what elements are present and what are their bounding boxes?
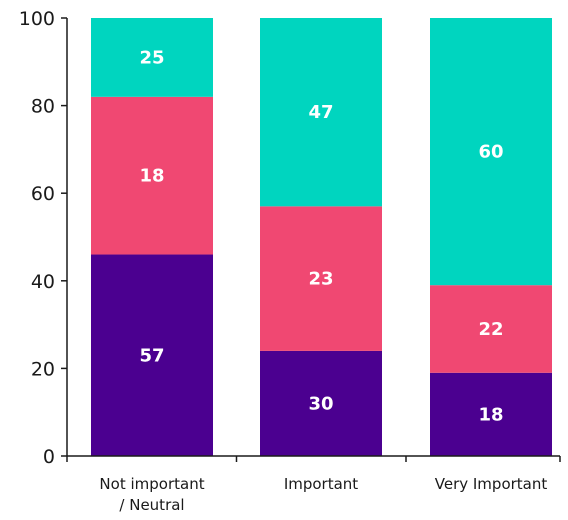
category-label-line: / Neutral	[119, 496, 184, 514]
y-tick-label-0: 0	[43, 446, 55, 468]
y-tick-label-60: 60	[31, 183, 55, 205]
data-label-0-0: 57	[139, 345, 164, 366]
data-label-2-1: 22	[478, 319, 503, 340]
bar-segment-0-1	[91, 96, 213, 255]
axes-group	[61, 17, 561, 462]
category-label-0: Not important / Neutral	[99, 475, 204, 514]
category-label-line: Important	[284, 475, 358, 493]
category-label-line: Very Important	[435, 475, 548, 493]
labels-group: 57 30 18 18 23 22 25 47 60 0 20 40 60 80 100 Not import…	[19, 8, 548, 514]
data-label-0-2: 25	[139, 47, 164, 68]
data-label-1-1: 23	[308, 269, 333, 290]
bar-segment-2-1	[430, 285, 552, 373]
bar-segment-1-2	[260, 18, 382, 207]
y-tick-label-40: 40	[31, 271, 55, 293]
category-label-1: Important	[284, 475, 358, 493]
bar-segment-2-2	[430, 18, 552, 286]
y-tick-label-100: 100	[19, 8, 55, 30]
category-label-2: Very Important	[435, 475, 548, 493]
data-label-2-2: 60	[478, 142, 503, 163]
bar-segment-0-2	[91, 18, 213, 97]
bar-segment-0-0	[91, 254, 213, 456]
y-tick-label-80: 80	[31, 96, 55, 118]
category-label-line: Not important	[99, 475, 204, 493]
bar-segment-1-1	[260, 206, 382, 351]
bars-group	[91, 18, 552, 456]
bar-segment-2-0	[430, 372, 552, 456]
data-label-2-0: 18	[478, 404, 503, 425]
data-label-1-0: 30	[308, 393, 333, 414]
bar-segment-1-0	[260, 350, 382, 456]
data-label-0-1: 18	[139, 166, 164, 187]
y-tick-label-20: 20	[31, 358, 55, 380]
data-label-1-2: 47	[308, 102, 333, 123]
